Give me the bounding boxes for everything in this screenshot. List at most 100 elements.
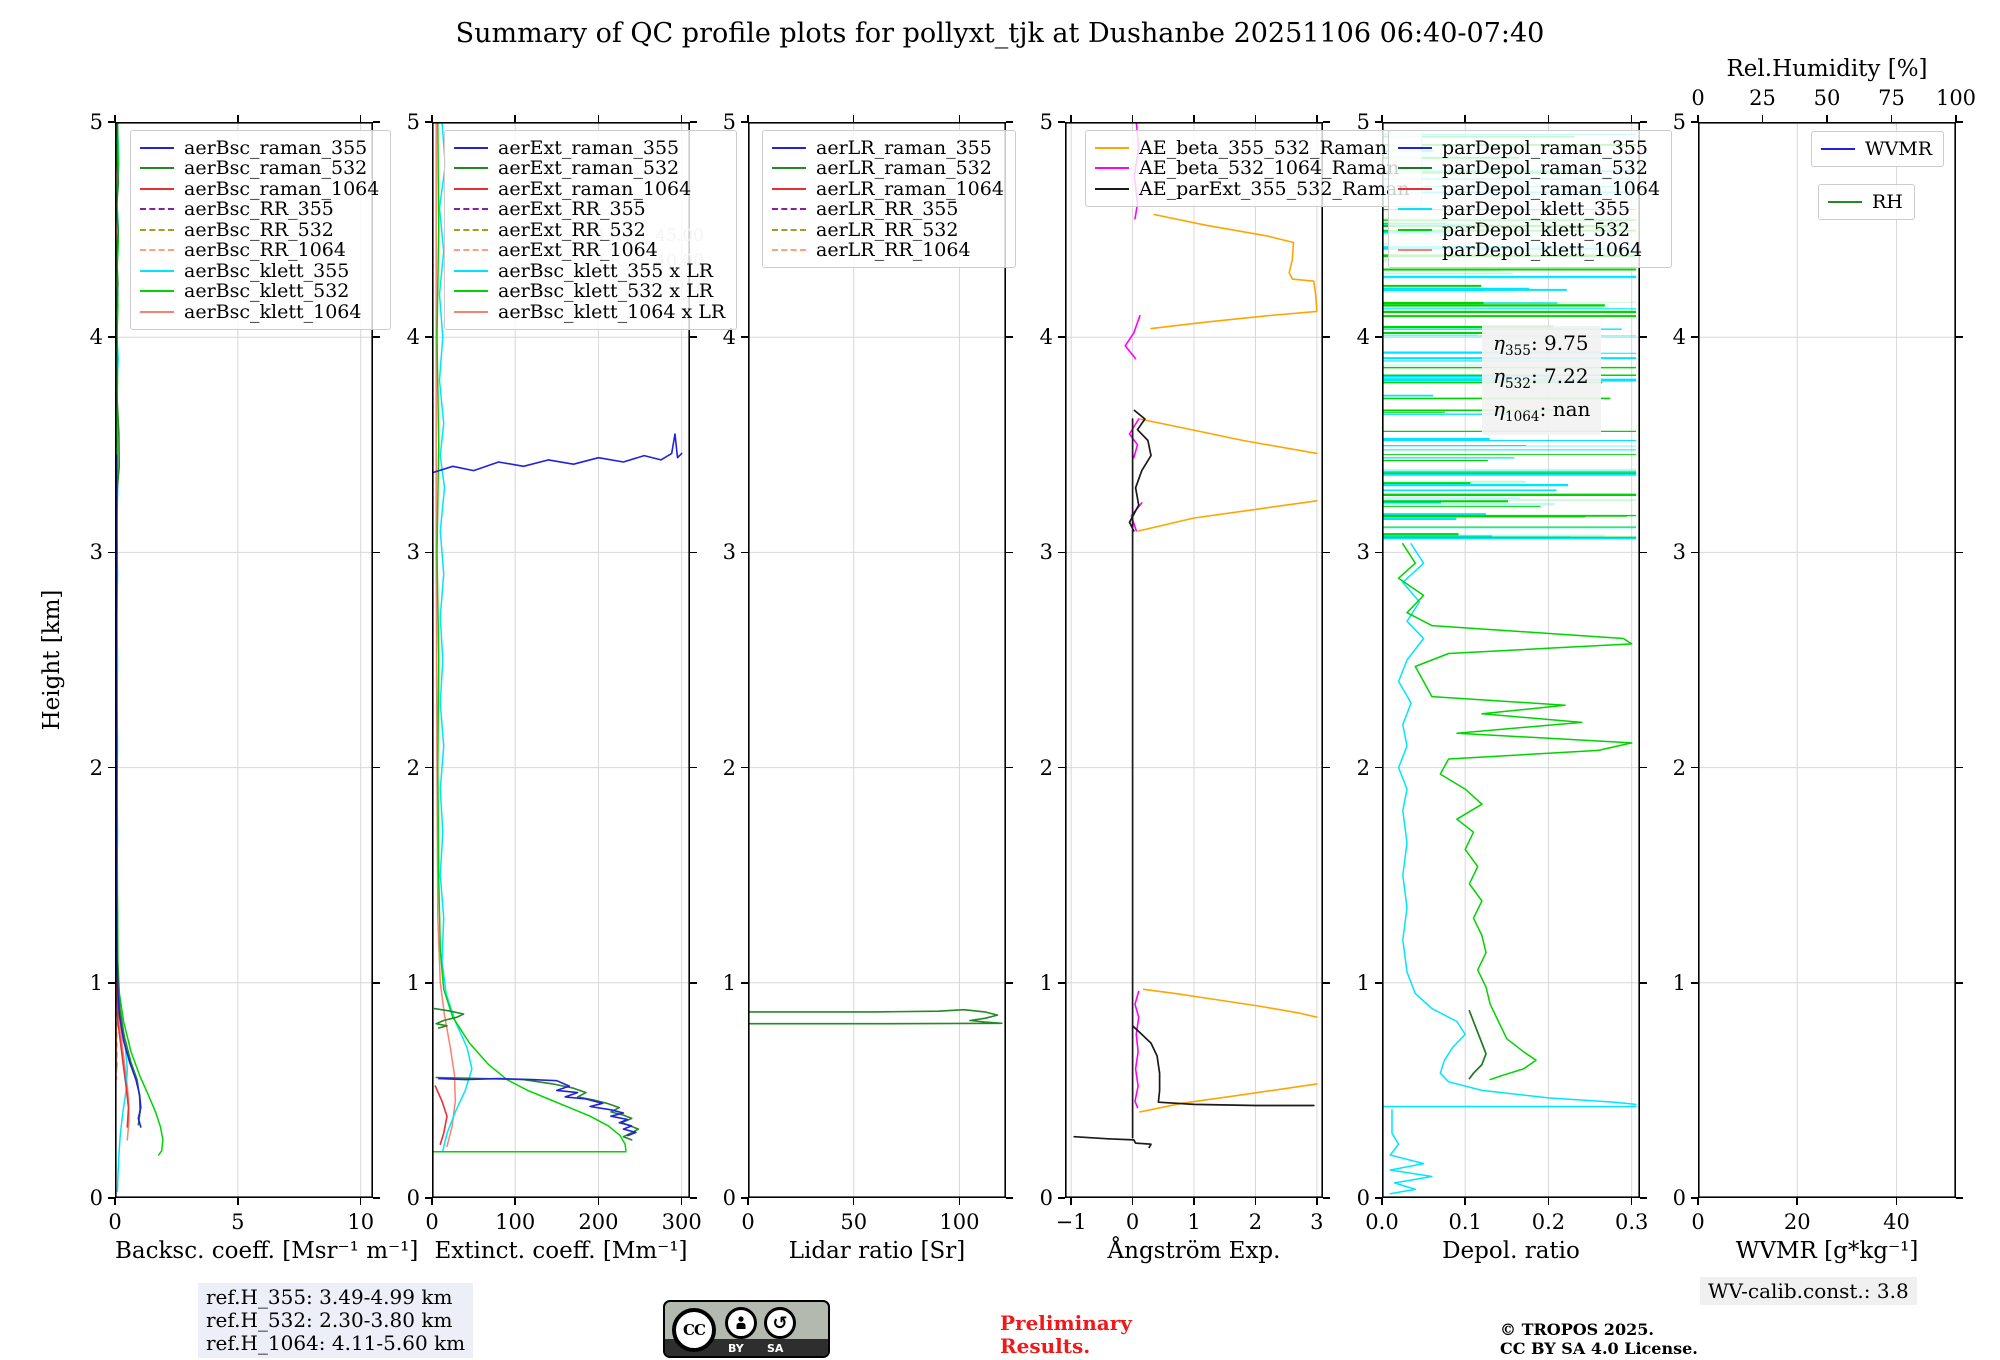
preliminary-line2: Results. <box>1000 1334 1091 1358</box>
y-tick-label: 5 <box>1672 110 1686 134</box>
series-aerExt_raman_355 <box>432 433 683 1137</box>
legend-label: aerLR_raman_1064 <box>816 177 1004 200</box>
legend-label: RH <box>1872 190 1903 213</box>
legend-line-swatch <box>772 146 806 149</box>
legend-item: parDepol_klett_1064 <box>1398 239 1660 262</box>
y-tick-label: 3 <box>722 540 736 565</box>
legend-line-swatch <box>1398 249 1432 252</box>
wv-calibration-note: WV-calib.const.: 3.8 <box>1700 1277 1917 1305</box>
top-axis-tick-label: 75 <box>1878 86 1905 110</box>
y-tick <box>1058 121 1065 123</box>
y-tick-label: 0 <box>722 1186 736 1210</box>
top-axis-tick-label: 100 <box>1935 86 1977 110</box>
x-tick-label: 300 <box>661 1210 702 1234</box>
y-tick <box>108 551 115 554</box>
y-tick <box>108 1197 115 1199</box>
legend-item: aerBsc_klett_1064 x LR <box>454 301 725 323</box>
x-tick-label: 0 <box>425 1210 439 1234</box>
y-tick-right <box>1006 551 1013 554</box>
top-axis-tick <box>1890 115 1893 122</box>
x-tick <box>1796 1198 1798 1205</box>
legend-label: parDepol_klett_532 <box>1442 218 1631 241</box>
preliminary-results-note: Preliminary Results. <box>1000 1312 1132 1358</box>
y-tick-label: 4 <box>89 325 103 350</box>
y-tick-label: 0 <box>1672 1186 1686 1210</box>
y-tick-right <box>1640 121 1647 123</box>
legend-label: parDepol_klett_1064 <box>1442 239 1643 262</box>
x-tick-top <box>1547 115 1550 122</box>
axes-frame <box>432 122 690 1198</box>
top-axis-tick <box>1761 115 1764 122</box>
legend-line-swatch <box>140 167 174 170</box>
legend-line-swatch <box>140 310 174 313</box>
x-tick <box>852 1198 855 1205</box>
legend-item: aerLR_raman_532 <box>772 157 1004 179</box>
legend-item: aerExt_raman_1064 <box>454 177 725 200</box>
y-tick-right <box>1640 551 1647 554</box>
y-tick-right <box>1323 336 1330 338</box>
legend-label: aerBsc_RR_1064 <box>184 239 346 262</box>
legend-item: AE_parExt_355_532_Raman <box>1095 178 1410 200</box>
y-tick-label: 0 <box>1039 1186 1053 1210</box>
x-tick <box>1070 1198 1072 1205</box>
y-tick-right <box>690 336 697 338</box>
legend-line-swatch <box>772 249 806 252</box>
series-AE_parExt_355_532_Raman <box>1073 409 1315 1149</box>
series-parDepol_klett_532 <box>1397 543 1633 1081</box>
legend-label: aerBsc_raman_355 <box>184 136 368 159</box>
y-tick-label: 4 <box>1356 325 1370 350</box>
legend-label: aerExt_raman_1064 <box>498 177 692 200</box>
copyright-note: © TROPOS 2025. CC BY SA 4.0 License. <box>1500 1320 1698 1358</box>
y-tick-right <box>1640 766 1647 769</box>
x-tick <box>1381 1198 1383 1205</box>
y-tick-label: 1 <box>1672 970 1686 995</box>
y-tick-right <box>1006 982 1013 984</box>
cc-badge-sa-label: SA <box>767 1342 784 1355</box>
y-tick <box>1375 121 1382 123</box>
y-tick-right <box>1006 1197 1013 1199</box>
y-tick-label: 1 <box>406 970 420 995</box>
y-tick-label: 1 <box>722 970 736 995</box>
legend-line-swatch <box>772 208 806 211</box>
panel-wvmr-canvas <box>1698 122 1956 1198</box>
x-tick <box>431 1198 433 1205</box>
x-tick-top <box>237 115 239 122</box>
y-tick <box>1058 336 1065 338</box>
legend-line-swatch <box>1398 228 1432 231</box>
legend-item: aerBsc_raman_532 <box>140 157 379 179</box>
legend-label: aerBsc_RR_355 <box>184 198 334 221</box>
legend-label: aerExt_RR_532 <box>498 218 646 241</box>
y-tick-label: 3 <box>1356 540 1370 565</box>
top-axis-title: Rel.Humidity [%] <box>1726 56 1928 82</box>
y-tick-right <box>690 1197 697 1199</box>
x-tick-label: 200 <box>578 1210 619 1234</box>
annotation-symbol: η <box>1493 331 1505 355</box>
y-tick-right <box>373 121 380 123</box>
x-tick-top <box>747 115 749 122</box>
legend-item: parDepol_raman_355 <box>1398 137 1660 159</box>
legend-item: aerBsc_klett_532 <box>140 280 379 302</box>
legend-label: parDepol_raman_532 <box>1442 157 1648 180</box>
y-tick-label: 3 <box>89 540 103 565</box>
x-tick <box>1316 1198 1318 1205</box>
cc-icon: CC <box>672 1308 716 1352</box>
annotation-subscript: 355 <box>1504 343 1531 359</box>
legend-item: parDepol_klett_355 <box>1398 198 1660 220</box>
legend-angstrom-0: AE_beta_355_532_Raman AE_beta_532_1064_Ra… <box>1085 130 1422 207</box>
figure-title: Summary of QC profile plots for pollyxt_… <box>455 18 1545 49</box>
y-tick <box>741 336 748 338</box>
y-tick-right <box>1006 121 1013 123</box>
y-tick <box>1691 121 1698 123</box>
ref-h-1064: ref.H_1064: 4.11-5.60 km <box>206 1331 466 1355</box>
legend-label: aerBsc_klett_532 x LR <box>498 280 714 303</box>
legend-label: aerExt_raman_532 <box>498 157 680 180</box>
legend-line-swatch <box>1095 187 1129 190</box>
x-tick-label: 100 <box>939 1210 980 1234</box>
legend-line-swatch <box>772 167 806 170</box>
legend-lidar-ratio-0: aerLR_raman_355 aerLR_raman_532 aerLR_rama… <box>762 130 1016 268</box>
y-tick-right <box>373 336 380 338</box>
top-axis-tick-label: 50 <box>1813 86 1841 110</box>
top-axis-tick <box>1955 115 1957 122</box>
top-axis-tick <box>1826 115 1828 122</box>
annotation-subscript: 532 <box>1504 376 1531 392</box>
